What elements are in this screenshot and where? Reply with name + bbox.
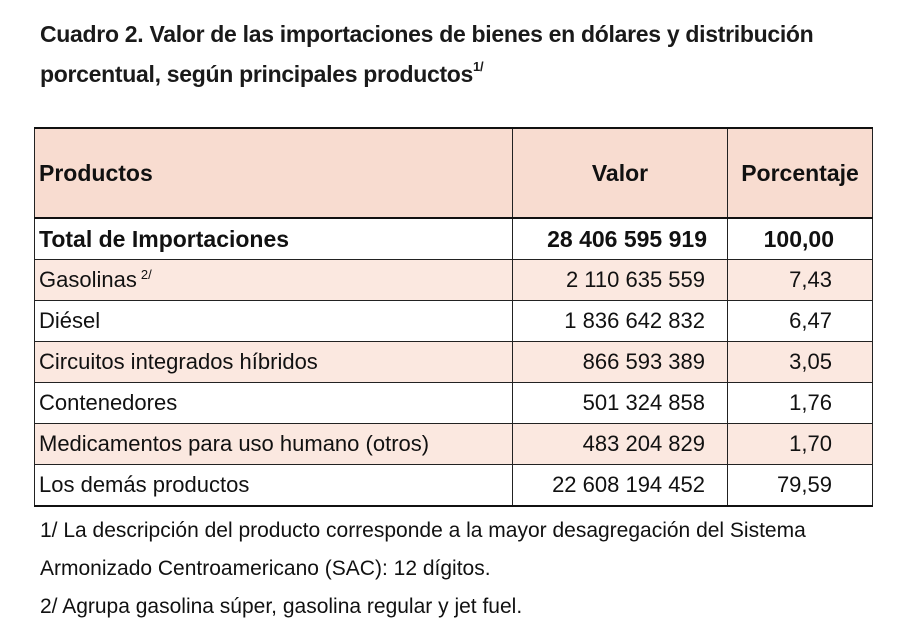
row-value: 1 836 642 832 xyxy=(512,300,728,342)
row-label: Los demás productos xyxy=(34,464,513,507)
footnote-1: 1/ La descripción del producto correspon… xyxy=(40,519,806,580)
table-row: Contenedores 501 324 858 1,76 xyxy=(34,382,873,424)
total-percent: 100,00 xyxy=(727,217,873,260)
header-percent: Porcentaje xyxy=(727,127,873,219)
header-value: Valor xyxy=(512,127,728,219)
table-title-text: Cuadro 2. Valor de las importaciones de … xyxy=(40,21,814,87)
row-label-text: Gasolinas xyxy=(39,267,137,292)
row-label: Gasolinas 2/ xyxy=(34,259,513,301)
row-value: 22 608 194 452 xyxy=(512,464,728,507)
row-value: 866 593 389 xyxy=(512,341,728,383)
table-header-row: Productos Valor Porcentaje xyxy=(34,127,873,219)
table-title-footnote-mark: 1/ xyxy=(473,59,484,75)
row-label: Medicamentos para uso humano (otros) xyxy=(34,423,513,465)
row-value: 2 110 635 559 xyxy=(512,259,728,301)
row-percent: 7,43 xyxy=(727,259,873,301)
imports-table: Productos Valor Porcentaje Total de Impo… xyxy=(34,127,873,507)
table-row: Medicamentos para uso humano (otros) 483… xyxy=(34,423,873,465)
table-row: Diésel 1 836 642 832 6,47 xyxy=(34,300,873,342)
footnotes: 1/ La descripción del producto correspon… xyxy=(40,512,890,626)
table-title: Cuadro 2. Valor de las importaciones de … xyxy=(40,14,880,94)
total-value: 28 406 595 919 xyxy=(512,217,728,260)
row-value: 501 324 858 xyxy=(512,382,728,424)
row-percent: 1,70 xyxy=(727,423,873,465)
footnote-2: 2/ Agrupa gasolina súper, gasolina regul… xyxy=(40,595,523,618)
table-row: Circuitos integrados híbridos 866 593 38… xyxy=(34,341,873,383)
row-percent: 1,76 xyxy=(727,382,873,424)
total-label: Total de Importaciones xyxy=(34,217,513,260)
total-row: Total de Importaciones 28 406 595 919 10… xyxy=(34,217,873,260)
row-label: Contenedores xyxy=(34,382,513,424)
row-footnote-mark: 2/ xyxy=(140,266,152,282)
row-percent: 6,47 xyxy=(727,300,873,342)
row-percent: 3,05 xyxy=(727,341,873,383)
row-percent: 79,59 xyxy=(727,464,873,507)
row-label: Diésel xyxy=(34,300,513,342)
row-label: Circuitos integrados híbridos xyxy=(34,341,513,383)
header-products: Productos xyxy=(34,127,513,219)
table-row: Gasolinas 2/ 2 110 635 559 7,43 xyxy=(34,259,873,301)
table-row: Los demás productos 22 608 194 452 79,59 xyxy=(34,464,873,507)
row-value: 483 204 829 xyxy=(512,423,728,465)
